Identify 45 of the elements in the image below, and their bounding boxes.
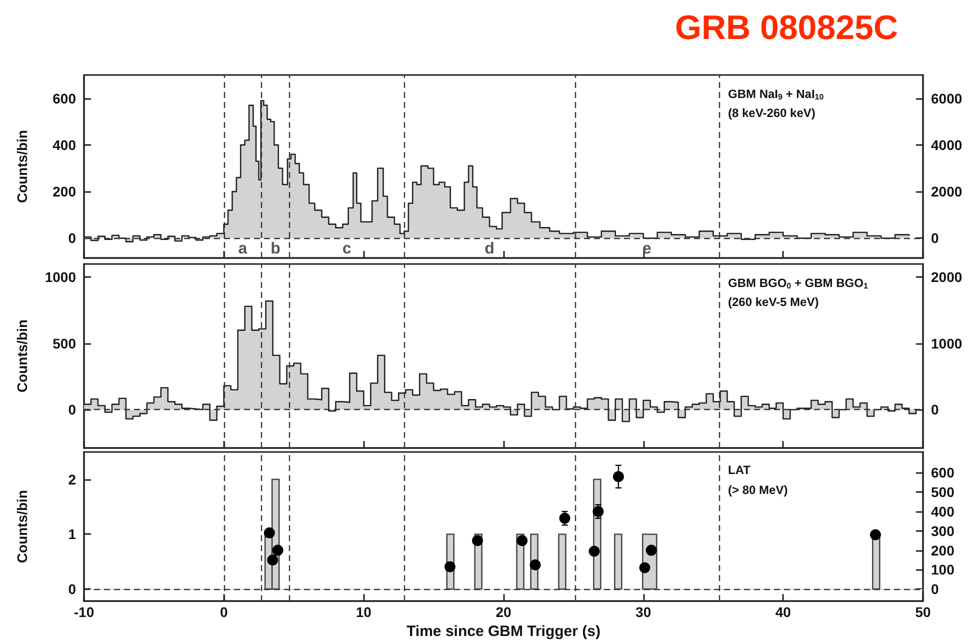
y2-tick-label: 500 bbox=[931, 484, 955, 500]
x-tick-label: 40 bbox=[775, 604, 792, 620]
x-tick-label: 20 bbox=[496, 604, 512, 620]
x-axis-title: Time since GBM Trigger (s) bbox=[406, 623, 600, 640]
y-tick-label: 500 bbox=[52, 335, 76, 352]
y2-tick-label: 2000 bbox=[931, 184, 962, 200]
y2-tick-label: 0 bbox=[931, 581, 939, 598]
x-tick-label: 50 bbox=[915, 604, 931, 620]
annotation: d bbox=[484, 240, 494, 258]
y-tick-label: 400 bbox=[52, 136, 76, 153]
y-axis-title: Counts/bin bbox=[14, 490, 30, 564]
y-tick-label: 0 bbox=[68, 402, 76, 418]
annotation: (260 keV-5 MeV) bbox=[728, 295, 819, 309]
y-tick-label: 0 bbox=[68, 230, 76, 246]
y2-tick-label: 100 bbox=[931, 562, 955, 578]
y2-tick-label: 1000 bbox=[931, 335, 962, 352]
x-tick-label: 10 bbox=[356, 604, 372, 620]
y2-tick-label: 300 bbox=[931, 522, 955, 539]
y2-tick-label: 0 bbox=[931, 402, 939, 418]
y2-tick-label: 200 bbox=[931, 542, 955, 558]
y-tick-label: 1000 bbox=[44, 269, 76, 286]
y-tick-label: 2 bbox=[68, 471, 76, 488]
x-tick-label: 30 bbox=[636, 604, 652, 620]
y-tick-label: 200 bbox=[52, 184, 76, 200]
y2-tick-label: 4000 bbox=[931, 136, 962, 153]
y-axis-title: Counts/bin bbox=[14, 130, 30, 204]
y2-tick-label: 0 bbox=[931, 230, 939, 246]
y2-tick-label: 600 bbox=[931, 464, 955, 481]
x-tick-label: -10 bbox=[74, 604, 94, 620]
y-tick-label: 0 bbox=[68, 581, 76, 598]
y2-tick-label: 400 bbox=[931, 504, 955, 520]
chart-title: GRB 080825C bbox=[674, 9, 898, 47]
annotation: LAT bbox=[728, 463, 752, 477]
y2-tick-label: 2000 bbox=[931, 269, 962, 286]
annotation: b bbox=[270, 240, 281, 258]
annotation: a bbox=[238, 240, 248, 258]
annotation: (> 80 MeV) bbox=[728, 483, 788, 497]
y-tick-label: 1 bbox=[68, 526, 76, 542]
y-tick-label: 600 bbox=[52, 90, 76, 106]
x-tick-label: 0 bbox=[220, 604, 228, 620]
annotation: (8 keV-260 keV) bbox=[728, 106, 816, 120]
y2-tick-label: 6000 bbox=[931, 90, 962, 106]
annotation: c bbox=[342, 240, 352, 258]
y-axis-title: Counts/bin bbox=[14, 319, 30, 393]
annotation: e bbox=[642, 240, 652, 258]
